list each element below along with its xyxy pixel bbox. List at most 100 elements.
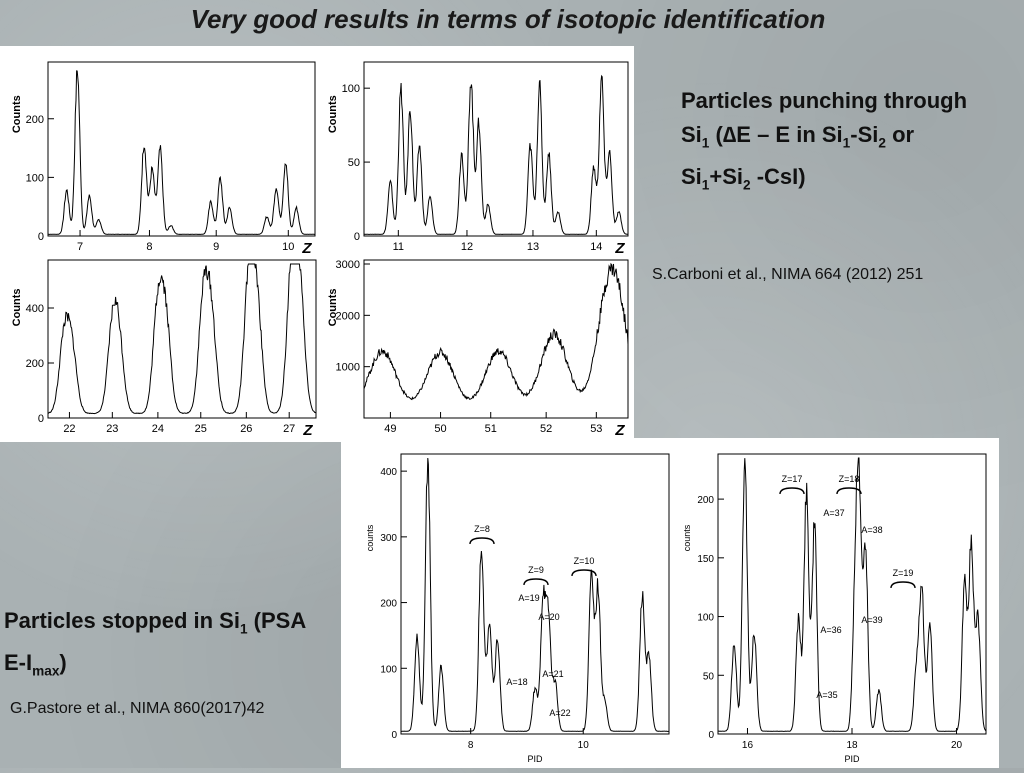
y-tick-label: 100: [697, 613, 714, 624]
text-e-e: E – E in Si: [736, 122, 843, 147]
x-tick-label: 25: [195, 423, 207, 435]
element-label: Z=8: [474, 524, 490, 534]
isotope-label: A=19: [518, 593, 539, 603]
spectrum-line: [48, 263, 317, 415]
text-paren: (: [709, 122, 723, 147]
punch-through-description: Particles punching through Si1 (∆E – E i…: [681, 84, 1011, 203]
brace-mark: [890, 581, 916, 589]
sub-1: 1: [701, 135, 710, 151]
y-tick-label: 0: [38, 413, 44, 425]
text-or: or: [885, 122, 915, 147]
y-tick-label: 200: [26, 358, 44, 370]
text-psa: (PSA: [247, 608, 307, 633]
x-tick-label: 26: [240, 423, 252, 435]
punch-line-1: Particles punching through: [681, 88, 968, 113]
top-figure-svg: 0 100 200 7 8 9 10 Counts Z 0 50 100 11 12 13 14 Counts…: [11, 61, 629, 439]
x-tick-label: 8: [146, 241, 152, 253]
chart-z11-14: 0 50 100 11 12 13 14 Counts Z: [327, 61, 629, 257]
y-tick-label: 200: [26, 114, 44, 126]
x-axis-label: PID: [527, 754, 543, 764]
bottom-figure: 0 100 200 300 400 8 10 counts PID Z=8 Z=9 Z=10 A=19 A…: [341, 438, 999, 768]
y-tick-label: 2000: [336, 310, 360, 322]
text-plus-si: +Si: [709, 164, 744, 190]
y-tick-label: 0: [354, 231, 360, 243]
x-tick-label: 10: [282, 241, 294, 253]
x-tick-label: 10: [578, 740, 590, 751]
isotope-label: A=39: [861, 615, 882, 625]
x-tick-label: 23: [106, 423, 118, 435]
y-tick-label: 50: [703, 671, 715, 682]
x-tick-label: 24: [152, 423, 164, 435]
text-stopped: Particles stopped in Si: [4, 608, 240, 633]
x-tick-label: 20: [951, 740, 963, 751]
isotope-label: A=38: [861, 525, 882, 535]
x-axis-label: Z: [301, 240, 312, 257]
y-tick-label: 400: [380, 467, 397, 478]
stopped-line-1: Particles stopped in Si1 (PSA: [4, 604, 344, 646]
y-tick-label: 100: [342, 83, 360, 95]
sub-2: 2: [878, 135, 886, 151]
x-tick-label: 18: [846, 740, 858, 751]
y-tick-label: 300: [380, 533, 397, 544]
x-axis-label: Z: [302, 422, 313, 439]
y-tick-label: 100: [380, 664, 397, 675]
element-label: Z=9: [528, 565, 544, 575]
x-axis-label: Z: [614, 240, 625, 257]
slide-title: Very good results in terms of isotopic i…: [190, 4, 826, 34]
y-tick-label: 50: [348, 157, 360, 169]
sub-max: max: [32, 663, 60, 679]
spectrum-line: [48, 70, 316, 235]
isotope-label: A=20: [538, 612, 559, 622]
x-tick-label: 14: [590, 241, 602, 253]
sub-1: 1: [701, 177, 710, 193]
brace-mark: [836, 487, 862, 495]
isotope-label: A=35: [816, 690, 837, 700]
chart-z7-10: 0 100 200 7 8 9 10 Counts Z: [11, 61, 316, 257]
punch-line-2: Si1 (∆E – E in Si1-Si2 or: [681, 118, 1011, 160]
y-axis-label: Counts: [11, 95, 23, 133]
isotope-label: A=22: [549, 708, 570, 718]
element-label: Z=17: [782, 474, 803, 484]
x-tick-label: 53: [590, 423, 602, 435]
stopped-line-2: E-Imax): [4, 646, 344, 688]
isotope-label: A=36: [820, 625, 841, 635]
brace-mark: [779, 487, 805, 495]
y-axis-label: counts: [365, 524, 375, 551]
x-tick-label: 27: [283, 423, 295, 435]
x-tick-label: 16: [742, 740, 754, 751]
x-tick-label: 22: [63, 423, 75, 435]
element-label: Z=18: [839, 474, 860, 484]
y-tick-label: 3000: [336, 259, 360, 271]
y-tick-label: 1000: [336, 362, 360, 374]
text-csi: -CsI): [750, 164, 806, 190]
reference-pastore: G.Pastore et al., NIMA 860(2017)42: [10, 700, 265, 717]
x-tick-label: 12: [461, 241, 473, 253]
y-tick-label: 150: [697, 554, 714, 565]
sub-1: 1: [239, 621, 248, 637]
x-axis-label: PID: [844, 754, 860, 764]
element-label: Z=19: [893, 568, 914, 578]
plot-frame: [717, 453, 987, 735]
chart-z22-27: 0 200 400 22 23 24 25 26 27 Counts Z: [11, 259, 317, 439]
plot-frame: [363, 61, 629, 237]
reference-carboni: S.Carboni et al., NIMA 664 (2012) 251: [652, 266, 924, 283]
spectrum-line: [717, 457, 987, 732]
y-tick-label: 0: [391, 730, 397, 741]
y-axis-label: Counts: [327, 288, 339, 326]
text-si: Si: [681, 122, 702, 147]
x-axis-label: Z: [614, 422, 625, 439]
chart-z49-53: 1000 2000 3000 49 50 51 52 53 Counts Z: [327, 259, 629, 439]
y-tick-label: 100: [26, 172, 44, 184]
x-tick-label: 49: [384, 423, 396, 435]
x-tick-label: 13: [527, 241, 539, 253]
punch-line-3: Si1+Si2 -CsI): [681, 160, 1011, 202]
top-figure: 0 100 200 7 8 9 10 Counts Z 0 50 100 11 12 13 14 Counts…: [0, 46, 634, 442]
sub-2: 2: [743, 177, 751, 193]
y-tick-label: 400: [26, 303, 44, 315]
delta-symbol: ∆: [722, 122, 737, 147]
y-tick-label: 0: [708, 730, 714, 741]
x-tick-label: 11: [393, 241, 404, 253]
y-tick-label: 200: [697, 495, 714, 506]
text-si: Si: [681, 164, 702, 190]
